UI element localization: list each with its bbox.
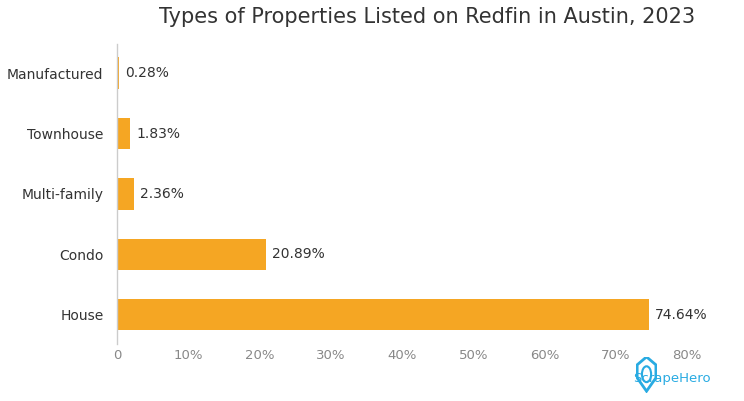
Text: 1.83%: 1.83% [136, 127, 180, 140]
Bar [118, 178, 134, 210]
Text: ScrapeHero: ScrapeHero [633, 372, 711, 385]
Text: 20.89%: 20.89% [272, 247, 324, 261]
Bar [118, 57, 119, 89]
Bar [118, 118, 130, 149]
Title: Types of Properties Listed on Redfin in Austin, 2023: Types of Properties Listed on Redfin in … [159, 7, 695, 27]
Text: 0.28%: 0.28% [125, 66, 169, 80]
Text: 2.36%: 2.36% [140, 187, 184, 201]
Text: 74.64%: 74.64% [655, 308, 708, 322]
Bar [118, 239, 266, 270]
Bar [118, 299, 649, 330]
